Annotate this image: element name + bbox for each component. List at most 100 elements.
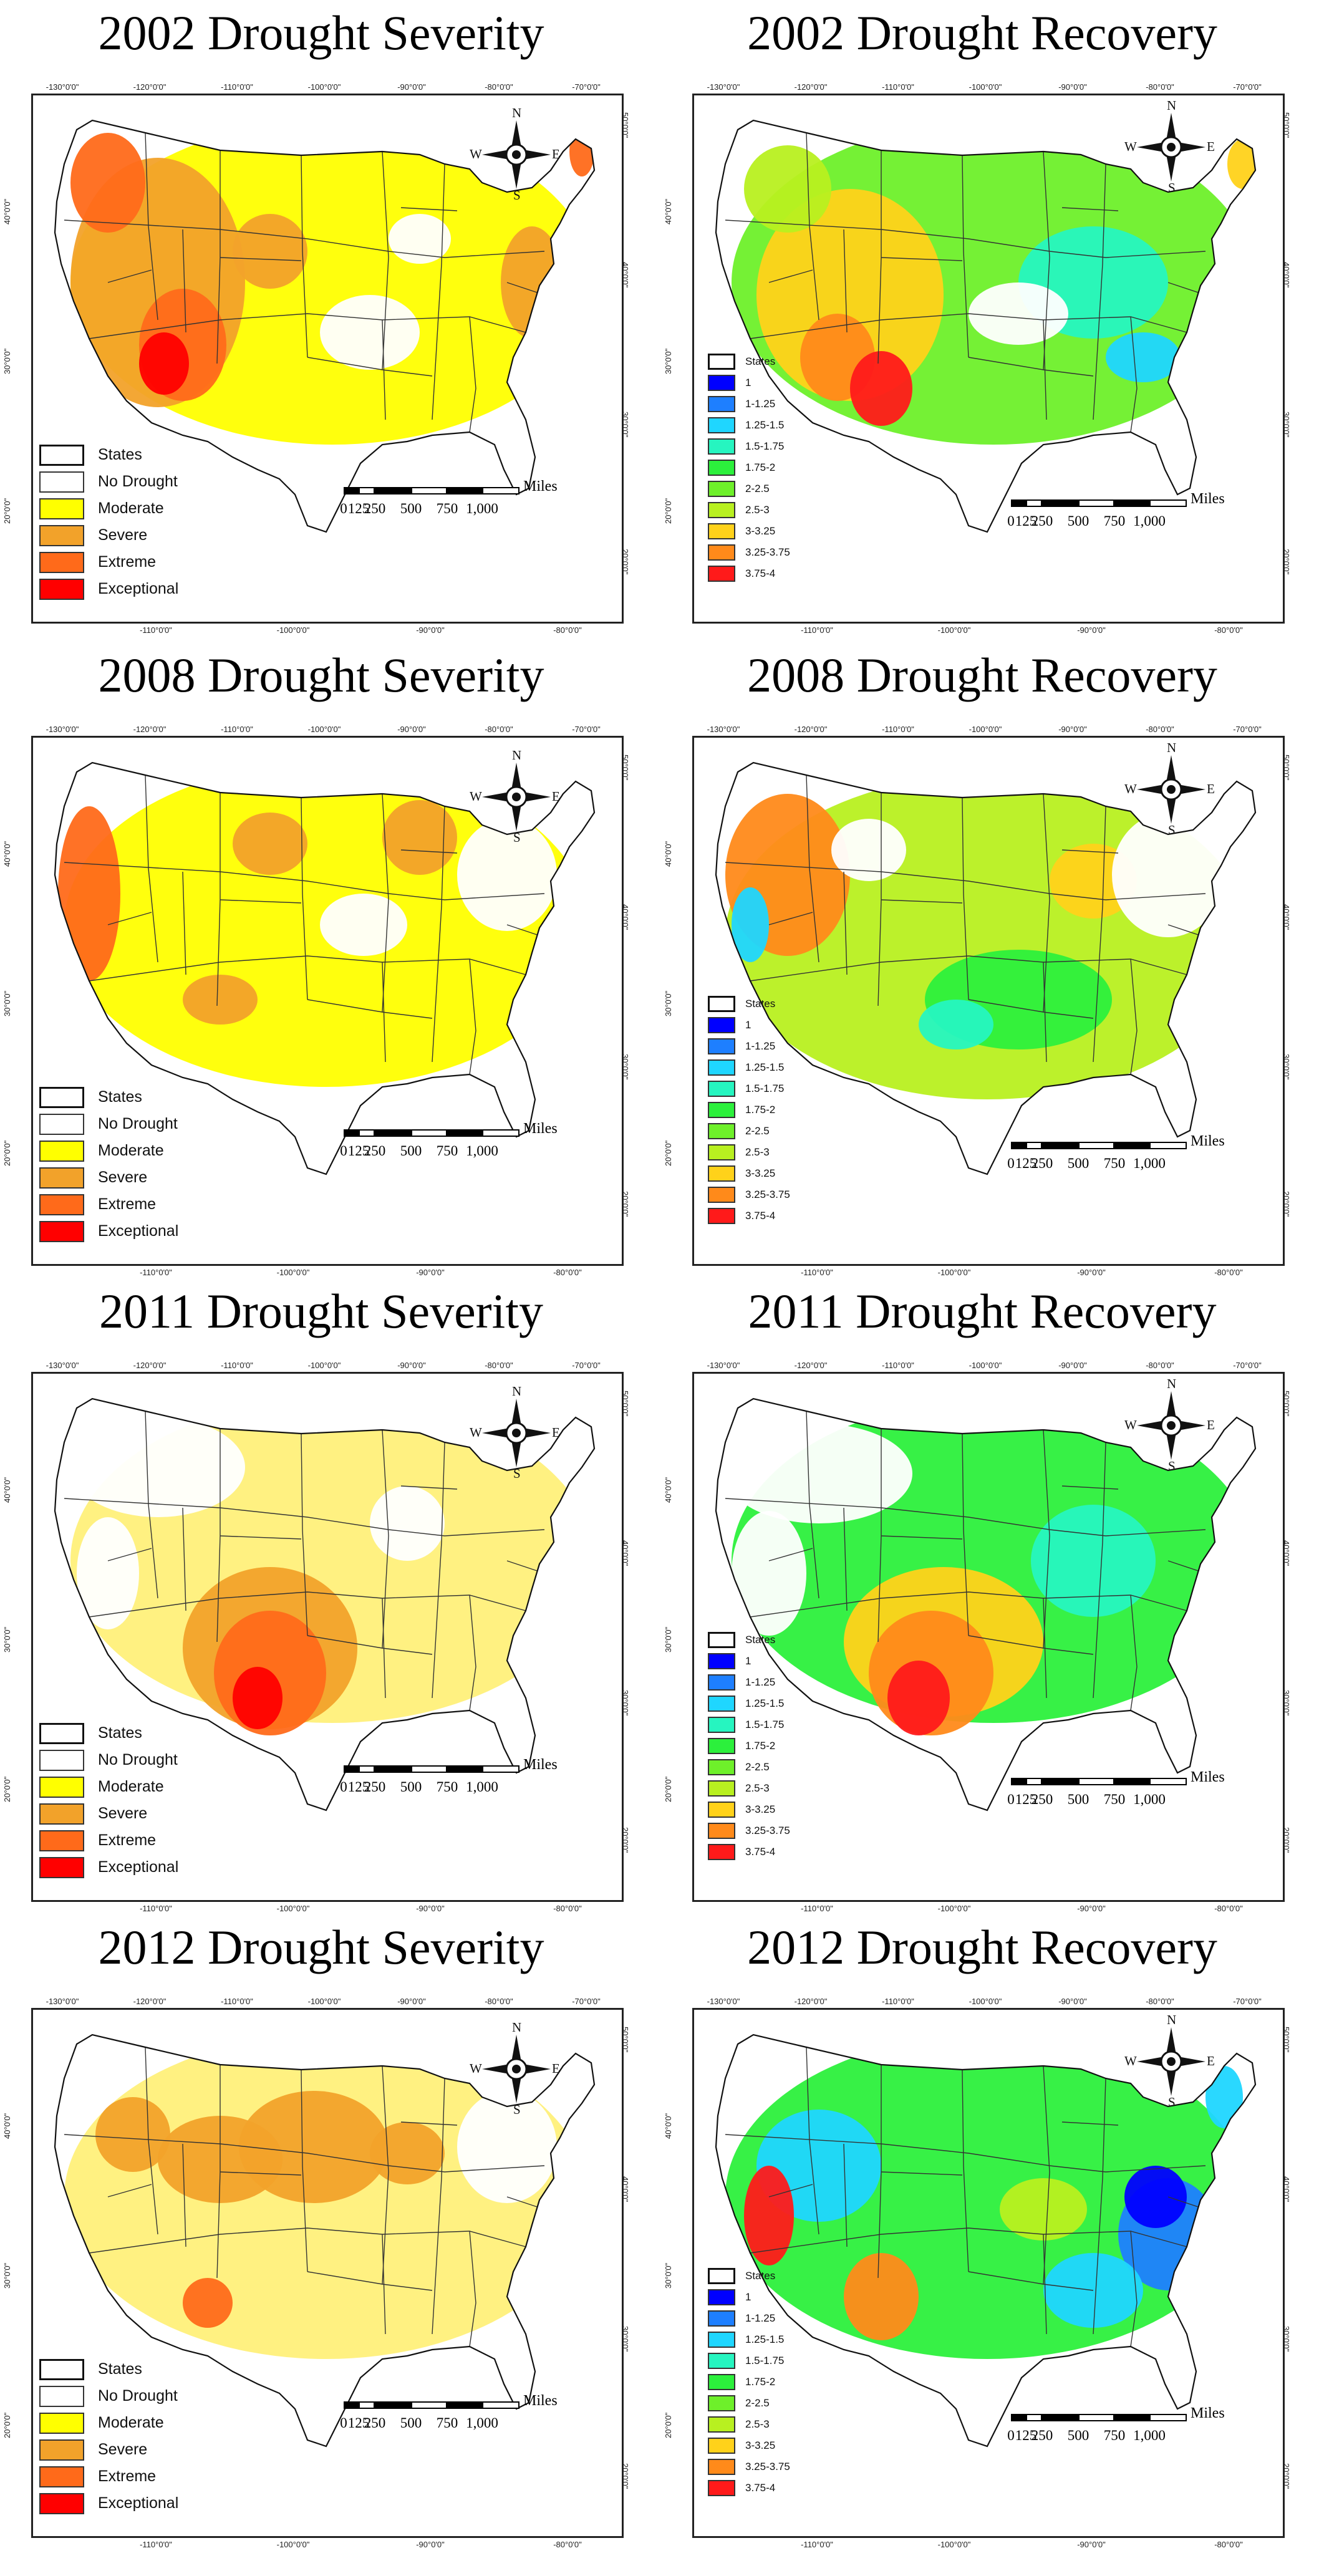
scale-label: 500: [400, 1143, 422, 1159]
state-boundary: [89, 1591, 526, 1618]
compass-n: N: [1167, 2012, 1177, 2027]
state-boundary: [182, 229, 186, 333]
legend-swatch: [39, 524, 84, 546]
longitude-tick-top: -70°0'0": [572, 725, 601, 734]
legend-swatch: [708, 1759, 735, 1775]
legend-swatch: [708, 1632, 735, 1648]
state-boundary: [1061, 1485, 1119, 1490]
legend-label: 3.75-4: [745, 2482, 776, 2494]
scale-bar: Miles 0 125 250 500 750 1,000: [339, 478, 607, 532]
legend-entry: 2.5-3: [708, 499, 790, 521]
longitude-tick-bottom: -90°0'0": [416, 1268, 445, 1277]
scale-label: 250: [364, 1143, 386, 1159]
longitude-tick-bottom: -100°0'0": [937, 1268, 971, 1277]
compass-w: W: [470, 789, 482, 804]
legend-entry: No Drought: [39, 1747, 178, 1773]
north-arrow-compass: N S E W: [470, 748, 563, 845]
legend-label: 1.5-1.75: [745, 1083, 785, 1094]
north-arrow-compass: N S E W: [1124, 1376, 1218, 1474]
scale-segment-long: [1149, 1778, 1187, 1785]
scale-label: 500: [1067, 2428, 1090, 2443]
drought-region: [183, 975, 258, 1025]
longitude-tick-top: -120°0'0": [794, 82, 828, 92]
drought-region: [1031, 1505, 1156, 1617]
legend-label: Exceptional: [98, 1222, 179, 1240]
longitude-tick-top: -120°0'0": [133, 1997, 167, 2006]
legend-label: 1.5-1.75: [745, 2355, 785, 2366]
legend-entry: No Drought: [39, 1111, 178, 1137]
scale-bar: Miles 0 125 250 500 750 1,000: [339, 1121, 607, 1174]
state-boundary: [1043, 319, 1047, 420]
legend-label: Moderate: [98, 1142, 164, 1159]
legend-label: Extreme: [98, 553, 157, 571]
state-boundary: [768, 2184, 813, 2197]
longitude-tick-bottom: -110°0'0": [140, 2540, 172, 2549]
drought-region: [569, 127, 594, 176]
legend-entry: 3-3.25: [708, 1799, 790, 1820]
legend-swatch: [39, 1749, 84, 1771]
latitude-tick-left: 30°0'0": [2, 990, 12, 1016]
longitude-tick-bottom: -80°0'0": [553, 625, 582, 635]
scale-segment: [411, 1129, 447, 1137]
map-frame: N S E W States No Drought Moderate Severe Extrem…: [31, 94, 624, 624]
latitude-tick-left: 20°0'0": [2, 1140, 12, 1166]
latitude-tick-left: 30°0'0": [664, 348, 673, 374]
state-boundary: [107, 912, 152, 925]
longitude-tick-top: -100°0'0": [307, 82, 341, 92]
panel-title: 2008 Drought Recovery: [747, 648, 1217, 702]
latitude-tick-left: 40°0'0": [664, 198, 673, 224]
drought-region: [382, 800, 457, 875]
us-map: [715, 2033, 1257, 2448]
legend-swatch: [708, 1123, 735, 1139]
legend-label: 1-1.25: [745, 1676, 776, 1688]
legend-label: Moderate: [98, 2414, 164, 2431]
legend-swatch: [39, 1856, 84, 1878]
compass-rose-icon: [1137, 113, 1205, 181]
legend-swatch: [708, 438, 735, 455]
state-boundary: [1093, 806, 1106, 1063]
map-panel-p2008r: 2008 Drought Recovery -130°0'0" -120°0'0" -…: [661, 642, 1303, 1277]
state-boundary: [881, 899, 963, 904]
state-boundary: [145, 1411, 158, 1599]
legend-swatch: [708, 2268, 735, 2284]
legend-label: Extreme: [98, 2467, 157, 2485]
map-panel-p2012s: 2012 Drought Severity -130°0'0" -120°0'0" -…: [0, 1914, 642, 2549]
legend-label: States: [98, 446, 142, 463]
drought-region: [139, 332, 189, 395]
compass-rose-icon: [1137, 2027, 1205, 2096]
legend-entry: Severe: [39, 2436, 178, 2463]
state-boundary: [962, 1433, 969, 1636]
drought-region: [77, 1517, 139, 1629]
us-map: [54, 1397, 596, 1811]
longitude-tick-top: -100°0'0": [307, 725, 341, 734]
compass-s: S: [1168, 822, 1176, 837]
legend-label: 3.75-4: [745, 1210, 776, 1222]
longitude-tick-bottom: -110°0'0": [140, 625, 172, 635]
scale-label: 750: [436, 501, 458, 516]
panel-title: 2011 Drought Recovery: [748, 1284, 1217, 1338]
legend-swatch: [39, 2439, 84, 2461]
legend-entry: 1.25-1.5: [708, 2329, 790, 2350]
legend-label: States: [98, 1088, 142, 1106]
legend-entry: 1.25-1.5: [708, 415, 790, 436]
legend-entry: States: [708, 351, 790, 372]
longitude-tick-top: -70°0'0": [1233, 82, 1262, 92]
state-boundary: [182, 871, 186, 975]
scale-label: 0: [1007, 2428, 1015, 2443]
legend-entry: 3.75-4: [708, 563, 790, 584]
scale-segment: [1078, 1142, 1114, 1149]
state-boundary: [1043, 962, 1047, 1063]
scale-segment: [1114, 2414, 1149, 2421]
longitude-tick-top: -90°0'0": [1058, 725, 1087, 734]
longitude-tick-top: -110°0'0": [882, 82, 914, 92]
legend-swatch: [708, 2395, 735, 2411]
compass-w: W: [470, 2061, 482, 2076]
drought-region: [58, 806, 120, 981]
severity-legend: States No Drought Moderate Severe Extreme Exc…: [39, 1084, 178, 1245]
scale-segment: [359, 1129, 375, 1137]
state-boundary: [469, 2231, 476, 2347]
state-boundary: [881, 2171, 963, 2176]
latitude-tick-left: 30°0'0": [2, 1626, 12, 1652]
longitude-tick-top: -70°0'0": [1233, 1997, 1262, 2006]
longitude-tick-top: -90°0'0": [1058, 82, 1087, 92]
